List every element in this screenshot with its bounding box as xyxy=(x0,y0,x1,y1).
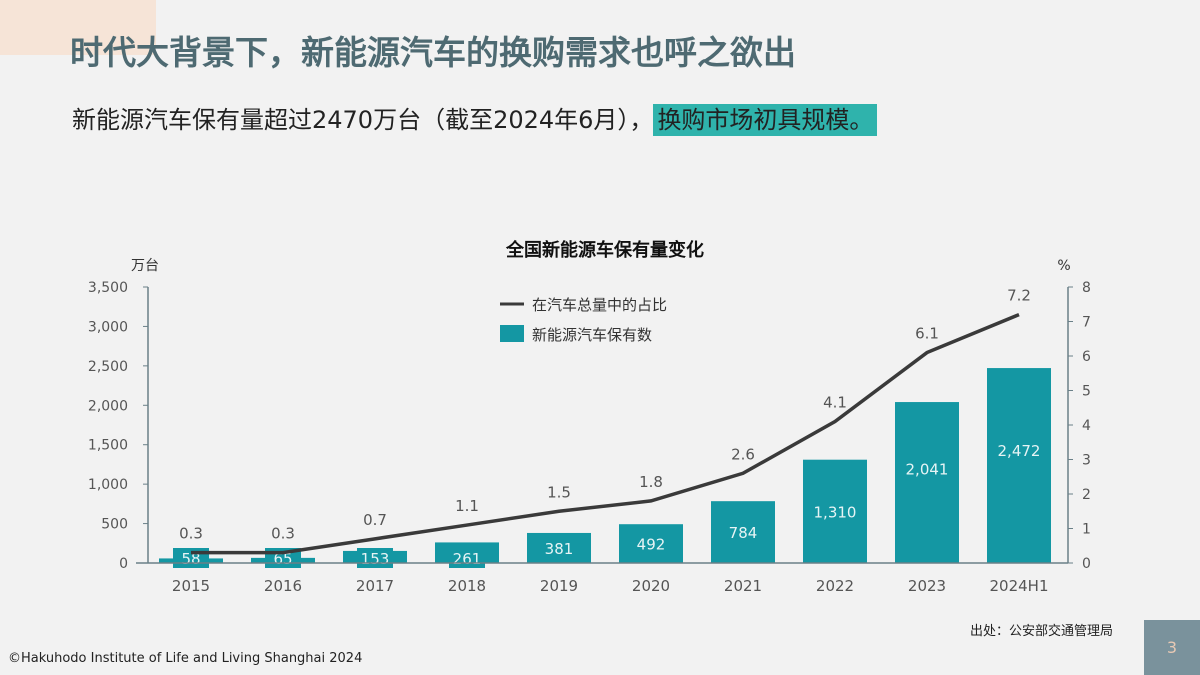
left-tick-label: 2,500 xyxy=(88,359,128,375)
left-tick-label: 2,000 xyxy=(88,398,128,414)
right-tick-label: 3 xyxy=(1082,453,1091,469)
copyright: ©Hakuhodo Institute of Life and Living S… xyxy=(8,651,363,666)
share-line xyxy=(191,312,1020,555)
line-value-label: 7.2 xyxy=(1007,287,1031,305)
page-number: 3 xyxy=(1144,620,1200,675)
category-label: 2018 xyxy=(448,577,486,595)
bar xyxy=(711,501,775,563)
bar-value-label: 492 xyxy=(637,536,666,554)
bar-value-label: 153 xyxy=(361,550,390,568)
bar xyxy=(803,459,867,563)
source-note: 出处：公安部交通管理局 xyxy=(970,624,1114,639)
right-tick-label: 1 xyxy=(1082,522,1091,538)
legend-line-label: 在汽车总量中的占比 xyxy=(532,296,667,314)
bar-value-label: 2,472 xyxy=(998,442,1041,460)
left-tick-label: 0 xyxy=(119,556,128,572)
left-tick-label: 3,000 xyxy=(88,319,128,335)
line-value-label: 0.3 xyxy=(271,525,295,543)
subtitle-highlight: 换购市场初具规模。 xyxy=(653,104,878,136)
right-tick-label: 0 xyxy=(1082,556,1091,572)
bar-value-label: 784 xyxy=(729,524,758,542)
line-value-label: 2.6 xyxy=(731,445,755,463)
left-tick-label: 1,500 xyxy=(88,438,128,454)
category-label: 2017 xyxy=(356,577,394,595)
category-label: 2024H1 xyxy=(990,577,1049,595)
bar xyxy=(987,368,1051,563)
line-value-label: 1.1 xyxy=(455,497,479,515)
slide-title: 时代大背景下，新能源汽车的换购需求也呼之欲出 xyxy=(70,33,796,72)
slide-subtitle: 新能源汽车保有量超过2470万台（截至2024年6月）， 换购市场初具规模。 xyxy=(72,100,878,136)
line-value-label: 1.5 xyxy=(547,483,571,501)
line-value-label: 6.1 xyxy=(915,325,939,343)
line-value-label: 4.1 xyxy=(823,394,847,412)
right-tick-label: 2 xyxy=(1082,487,1091,503)
subtitle-text: 新能源汽车保有量超过2470万台（截至2024年6月）， xyxy=(72,106,654,134)
bar-value-label: 1,310 xyxy=(814,503,857,521)
left-tick-label: 500 xyxy=(101,517,128,533)
category-label: 2020 xyxy=(632,577,670,595)
bar xyxy=(895,402,959,563)
category-label: 2021 xyxy=(724,577,762,595)
right-tick-label: 5 xyxy=(1082,384,1091,400)
line-value-label: 1.8 xyxy=(639,473,663,491)
bar-value-label: 261 xyxy=(453,550,482,568)
category-label: 2022 xyxy=(816,577,854,595)
bar xyxy=(619,524,683,563)
bar xyxy=(527,532,591,563)
line-value-label: 0.7 xyxy=(363,511,387,529)
legend-bar-swatch xyxy=(500,325,524,342)
right-tick-label: 6 xyxy=(1082,349,1091,365)
category-label: 2016 xyxy=(264,577,302,595)
right-tick-label: 8 xyxy=(1082,280,1091,296)
chart-title: 全国新能源车保有量变化 xyxy=(505,239,704,261)
category-label: 2015 xyxy=(172,577,210,595)
legend-bar-label: 新能源汽车保有数 xyxy=(532,326,652,344)
corner-decoration xyxy=(0,0,156,55)
left-axis-unit: 万台 xyxy=(131,258,159,274)
bar-value-label: 2,041 xyxy=(906,460,949,478)
line-value-label: 0.3 xyxy=(179,525,203,543)
left-tick-label: 3,500 xyxy=(88,280,128,296)
right-tick-label: 4 xyxy=(1082,418,1091,434)
category-label: 2019 xyxy=(540,577,578,595)
bar-value-label: 381 xyxy=(545,540,574,558)
right-tick-label: 7 xyxy=(1082,315,1091,331)
category-label: 2023 xyxy=(908,577,946,595)
left-tick-label: 1,000 xyxy=(88,477,128,493)
right-axis-unit: % xyxy=(1057,258,1070,274)
